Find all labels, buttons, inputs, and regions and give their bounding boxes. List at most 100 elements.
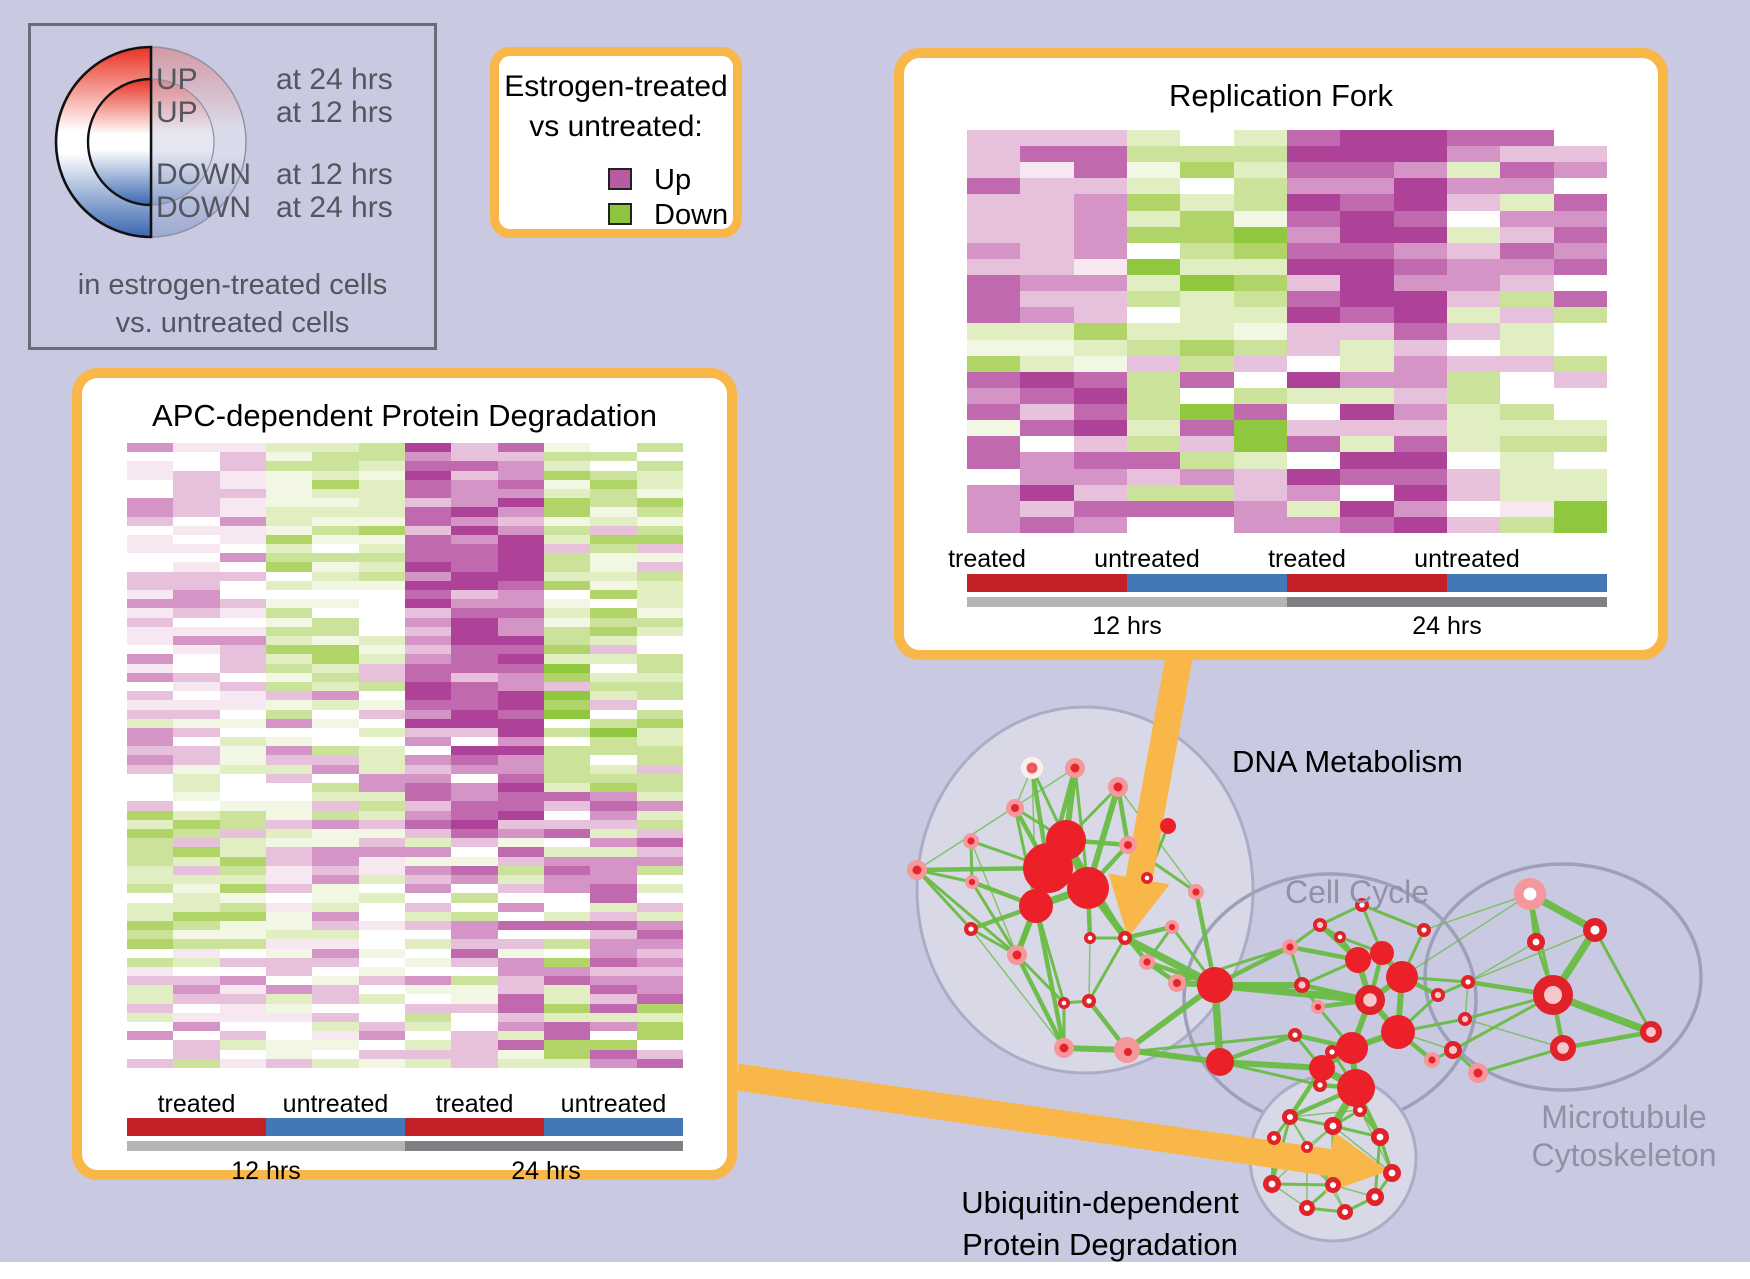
heatmap-cell xyxy=(636,838,683,848)
network-edge xyxy=(970,840,1018,956)
heatmap-cell xyxy=(127,645,174,655)
heatmap-cell xyxy=(1500,420,1554,437)
heatmap-cell xyxy=(1233,355,1287,372)
heatmap-cell xyxy=(451,488,498,499)
gene-node-c5 xyxy=(1325,1045,1340,1060)
heatmap-cell xyxy=(1500,178,1554,195)
heatmap-cell xyxy=(967,355,1021,372)
heatmap-cell xyxy=(358,562,405,572)
gene-node-d1 xyxy=(1065,758,1085,778)
network-edge xyxy=(970,928,1065,1049)
heatmap-cell xyxy=(590,727,637,738)
heatmap-cell xyxy=(173,939,220,949)
heatmap-cell xyxy=(173,700,220,710)
heatmap-cell xyxy=(636,507,683,517)
heatmap-cell xyxy=(967,323,1021,340)
heatmap-cell xyxy=(497,930,544,940)
heatmap-cell xyxy=(127,810,174,820)
ring-legend-diagram xyxy=(54,45,247,239)
heatmap-cell xyxy=(967,210,1021,227)
heatmap-cell xyxy=(358,957,405,967)
heatmap-cell xyxy=(312,810,359,820)
heatmap-cell xyxy=(543,819,591,830)
heatmap-cell xyxy=(590,874,637,885)
heatmap-cell xyxy=(1553,420,1607,437)
heatmap-cell xyxy=(127,580,174,591)
heatmap-cell xyxy=(543,691,591,701)
heatmap-cell xyxy=(636,1003,683,1013)
heatmap-cell xyxy=(265,663,313,673)
heatmap-cell xyxy=(173,470,220,480)
heatmap-cell xyxy=(1553,387,1607,405)
heatmap-cell xyxy=(636,1058,683,1068)
heatmap-cell xyxy=(590,590,637,600)
heatmap-cell xyxy=(1233,275,1287,292)
heatmap-cell xyxy=(312,884,359,894)
heatmap-cell xyxy=(219,810,266,820)
heatmap-cell xyxy=(358,737,405,747)
heatmap-cell xyxy=(1126,146,1181,163)
heatmap-cell xyxy=(173,1012,220,1023)
heatmap-cell xyxy=(173,764,220,774)
heatmap-cell xyxy=(219,746,266,756)
heatmap-cell xyxy=(1446,468,1501,485)
heatmap-cell xyxy=(358,1012,405,1023)
ring-dir-label: UP xyxy=(156,63,198,96)
heatmap-cell xyxy=(358,819,405,830)
gene-node-d19 xyxy=(1082,993,1097,1008)
heatmap-cell xyxy=(1020,130,1074,147)
heatmap-cell xyxy=(1393,291,1447,308)
heatmap-cell xyxy=(543,966,591,977)
heatmap-cell xyxy=(497,976,544,986)
heatmap-cell xyxy=(590,553,637,563)
gene-node-u1 xyxy=(1324,1117,1343,1136)
ring-dir-label: DOWN xyxy=(156,191,251,224)
heatmap-cell xyxy=(312,856,359,866)
heatmap-cell xyxy=(219,792,266,802)
heatmap-cell xyxy=(497,571,544,581)
heatmap-cell xyxy=(173,608,220,618)
heatmap-cell xyxy=(265,773,313,784)
heatmap-cell xyxy=(358,654,405,664)
heatmap-cell xyxy=(1180,194,1234,211)
gene-node-c12 xyxy=(1336,1032,1368,1064)
gene-node-d12 xyxy=(1160,818,1176,834)
heatmap-cell xyxy=(1233,307,1287,324)
heatmap-cell xyxy=(312,985,359,995)
heatmap-cell xyxy=(543,718,591,728)
heatmap-cell xyxy=(1073,307,1127,324)
heatmap-cell xyxy=(312,525,359,535)
heatmap-cell xyxy=(451,709,498,719)
heatmap-cell xyxy=(1126,226,1181,243)
heatmap-cell xyxy=(590,911,637,921)
heatmap-cell xyxy=(967,468,1021,485)
heatmap-cell xyxy=(265,902,313,912)
heatmap-cell xyxy=(265,865,313,875)
network-edge xyxy=(1401,893,1531,978)
gene-node-c0 xyxy=(1281,939,1298,956)
heatmap-cell xyxy=(404,966,452,977)
heatmap-cell xyxy=(1020,210,1074,227)
heatmap-cell xyxy=(1553,291,1607,308)
heatmap-cell xyxy=(1073,500,1127,517)
heatmap-cell xyxy=(636,562,683,572)
heatmap-cell xyxy=(173,874,220,885)
heatmap-cell xyxy=(358,590,405,600)
heatmap-cell xyxy=(173,1031,220,1041)
heatmap-cell xyxy=(590,939,637,949)
heatmap-cell xyxy=(497,1012,544,1023)
heatmap-cell xyxy=(1126,339,1181,356)
heatmap-cell xyxy=(404,920,452,931)
heatmap-cell xyxy=(451,479,498,489)
heatmap-cell xyxy=(404,994,452,1004)
heatmap-cell xyxy=(127,1031,174,1041)
heatmap-cell xyxy=(358,681,405,692)
heatmap-cell xyxy=(1233,162,1287,179)
heatmap-cell xyxy=(497,764,544,774)
heatmap-cell xyxy=(636,516,683,526)
heatmap-cell xyxy=(1286,500,1341,517)
heatmap-cell xyxy=(358,829,405,839)
heatmap-cell xyxy=(636,966,683,977)
rep-untreated-bar-12 xyxy=(1127,574,1287,592)
heatmap-cell xyxy=(173,865,220,875)
